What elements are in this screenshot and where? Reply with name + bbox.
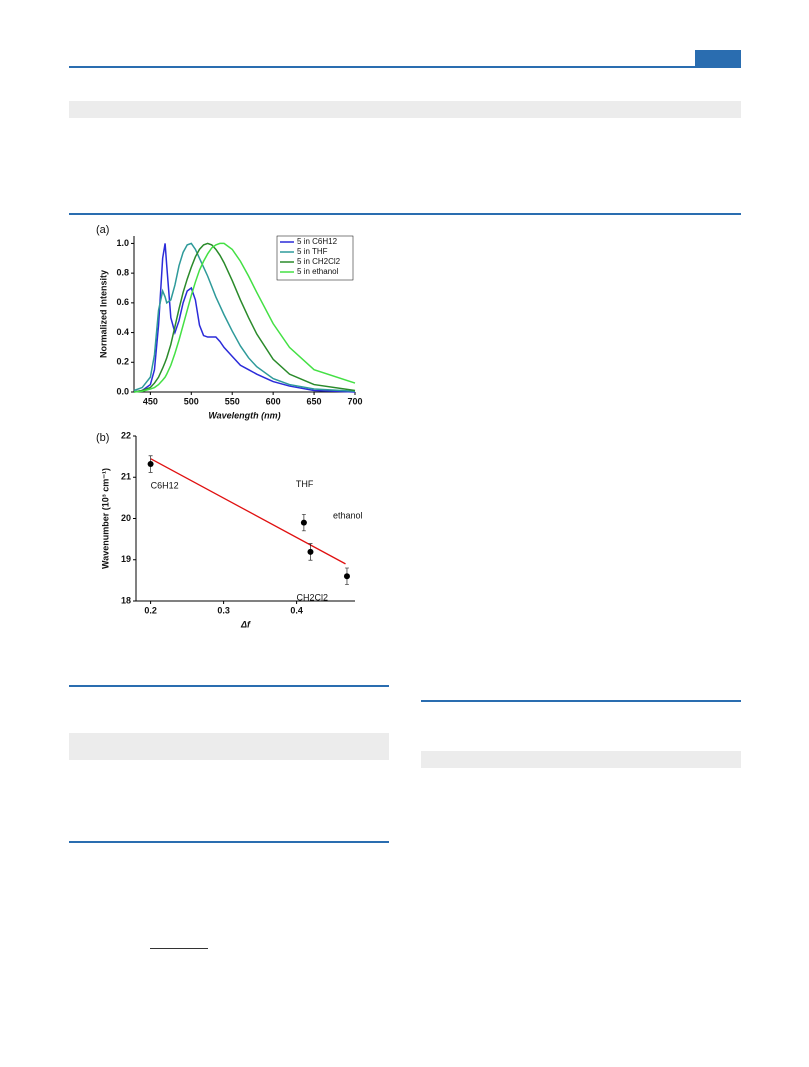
panel-label: (b): [96, 432, 109, 444]
x-axis-title: Δf: [240, 619, 251, 629]
point-label: C6H12: [151, 480, 179, 490]
y-tick-label: 0.4: [116, 327, 129, 337]
y-tick-label: 20: [121, 513, 131, 523]
y-tick-label: 21: [121, 472, 131, 482]
y-tick-label: 0.6: [116, 297, 129, 307]
y-tick-label: 22: [121, 430, 131, 440]
legend-label: 5 in THF: [297, 247, 328, 256]
data-point: [300, 519, 307, 526]
point-label: CH2Cl2: [296, 592, 328, 602]
legend-label: 5 in ethanol: [297, 267, 339, 276]
series-line: [133, 242, 356, 393]
y-axis-title: Wavenumber (10³ cm⁻¹): [100, 468, 110, 569]
x-tick-label: 600: [266, 396, 281, 406]
x-tick-label: 450: [143, 396, 158, 406]
x-tick-label: 0.3: [217, 605, 230, 615]
y-tick-label: 0.0: [116, 386, 129, 396]
series-line: [133, 243, 356, 393]
x-tick-label: 0.2: [144, 605, 157, 615]
point-label: THF: [296, 479, 314, 489]
y-tick-label: 0.8: [116, 268, 129, 278]
y-tick-label: 1.0: [116, 238, 129, 248]
x-axis-title: Wavelength (nm): [208, 410, 280, 420]
point-label: ethanol: [333, 511, 363, 521]
x-tick-label: 550: [225, 396, 240, 406]
section-rule: [421, 700, 741, 702]
header-rule: [69, 66, 741, 68]
panel-label: (a): [96, 224, 109, 236]
section-rule: [69, 213, 741, 215]
y-tick-label: 19: [121, 554, 131, 564]
y-tick-label: 0.2: [116, 357, 129, 367]
data-point: [343, 573, 350, 580]
gray-bar: [69, 733, 389, 760]
x-tick-label: 500: [184, 396, 199, 406]
header-tab: [695, 50, 741, 66]
gray-bar: [69, 101, 741, 118]
legend-label: 5 in CH2Cl2: [297, 257, 341, 266]
data-point: [307, 548, 314, 555]
gray-bar: [421, 751, 741, 768]
data-point: [147, 461, 154, 468]
legend-label: 5 in C6H12: [297, 237, 338, 246]
footnote-rule: [150, 948, 208, 949]
series-line: [133, 242, 356, 393]
fit-line: [150, 458, 346, 565]
x-tick-label: 650: [307, 396, 322, 406]
x-tick-label: 0.4: [290, 605, 303, 615]
y-tick-label: 18: [121, 595, 131, 605]
x-tick-label: 700: [347, 396, 362, 406]
legend-box: [276, 235, 354, 281]
section-rule: [69, 685, 389, 687]
y-axis-title: Normalized Intensity: [98, 270, 108, 358]
section-rule: [69, 841, 389, 843]
